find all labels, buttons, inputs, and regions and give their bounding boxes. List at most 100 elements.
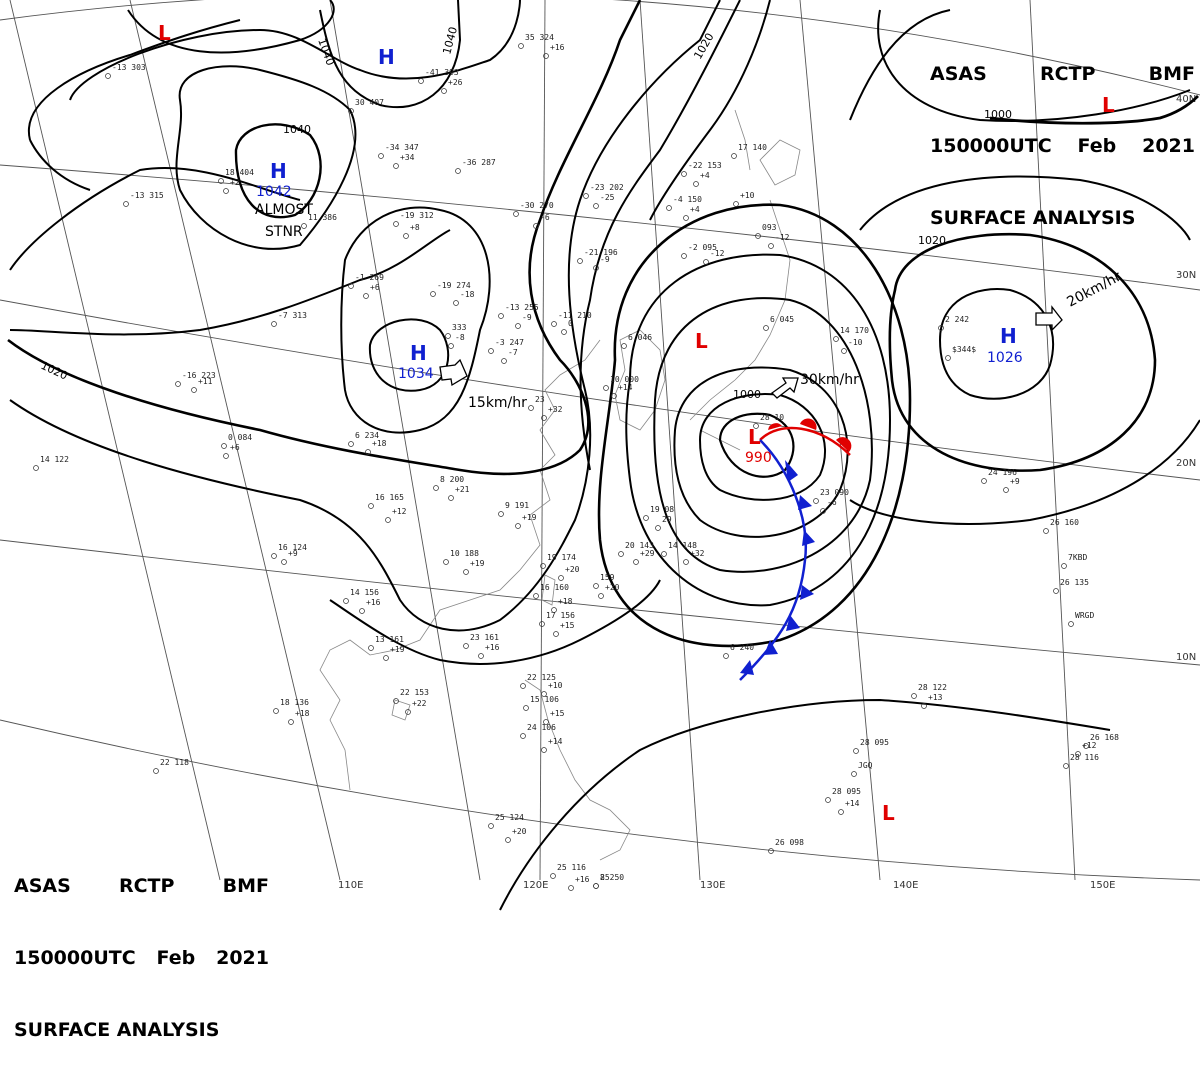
station-marker bbox=[838, 809, 844, 815]
station-value: 20 143 bbox=[625, 541, 654, 550]
station-marker bbox=[433, 485, 439, 491]
station-marker bbox=[221, 443, 227, 449]
station-value: +18 bbox=[372, 439, 387, 448]
station-marker bbox=[368, 645, 374, 651]
station-marker bbox=[443, 559, 449, 565]
station-value: -13 255 bbox=[505, 303, 539, 312]
station-marker bbox=[833, 336, 839, 342]
lon-label: 130E bbox=[700, 880, 725, 891]
cold-front-triangle bbox=[798, 495, 812, 510]
station-marker bbox=[418, 78, 424, 84]
station-value: +16 bbox=[550, 43, 565, 52]
isobar bbox=[649, 0, 771, 221]
station-value: -19 274 bbox=[437, 281, 471, 290]
station-marker bbox=[577, 258, 583, 264]
station-value: +22 bbox=[412, 699, 427, 708]
warm-front-symbols bbox=[768, 418, 852, 452]
title-word: Feb bbox=[1077, 135, 1117, 157]
station-marker bbox=[288, 719, 294, 725]
station-value: 8 200 bbox=[440, 475, 464, 484]
isobar bbox=[234, 123, 322, 219]
station-value: +16 bbox=[366, 598, 381, 607]
title-word: ASAS bbox=[14, 875, 71, 897]
station-value: +15 bbox=[550, 709, 565, 718]
station-value: -6 bbox=[540, 213, 550, 222]
title-line-2: 150000UTC Feb 2021 bbox=[14, 946, 269, 970]
station-value: -6 bbox=[827, 498, 837, 507]
station-value: 10 188 bbox=[450, 549, 479, 558]
lon-label: 110E bbox=[338, 880, 363, 891]
cold-front-triangle bbox=[802, 530, 815, 546]
station-marker bbox=[520, 733, 526, 739]
station-marker bbox=[501, 358, 507, 364]
station-marker bbox=[541, 415, 547, 421]
station-value: -25 bbox=[600, 193, 615, 202]
station-marker bbox=[621, 343, 627, 349]
isobar-label: 1040 bbox=[283, 123, 311, 136]
motion-note: ALMOST bbox=[255, 202, 313, 218]
low-center-marker: L bbox=[882, 801, 895, 825]
station-value: +11 bbox=[198, 377, 213, 386]
station-value: $344$ bbox=[952, 345, 976, 354]
station-marker bbox=[191, 387, 197, 393]
station-marker bbox=[505, 837, 511, 843]
high-pressure-value: 1042 bbox=[256, 184, 292, 200]
station-marker bbox=[551, 607, 557, 613]
station-value: -1 269 bbox=[355, 273, 384, 282]
station-value: 159 bbox=[600, 573, 615, 582]
longitude-line-110e bbox=[129, 0, 341, 881]
station-marker bbox=[393, 221, 399, 227]
station-marker bbox=[593, 203, 599, 209]
station-value: 30 407 bbox=[355, 98, 384, 107]
station-value: +14 bbox=[548, 737, 563, 746]
station-value: 15 106 bbox=[530, 695, 559, 704]
station-value: +32 bbox=[690, 549, 705, 558]
station-marker bbox=[218, 178, 224, 184]
station-value: +29 bbox=[640, 549, 655, 558]
longitude-line-125e bbox=[539, 0, 546, 881]
coastline-china bbox=[319, 339, 601, 791]
lon-label: 150E bbox=[1090, 880, 1115, 891]
station-value: 28 095 bbox=[860, 738, 889, 747]
station-marker bbox=[403, 233, 409, 239]
coastlines bbox=[319, 109, 801, 861]
station-marker bbox=[681, 253, 687, 259]
station-value: 28 10 bbox=[760, 413, 784, 422]
station-marker bbox=[463, 643, 469, 649]
station-marker bbox=[1061, 563, 1067, 569]
station-value: 10 000 bbox=[610, 375, 639, 384]
station-value: -18 bbox=[460, 290, 475, 299]
station-value: -36 287 bbox=[462, 158, 496, 167]
station-value: -13 303 bbox=[112, 63, 146, 72]
station-value: 26 135 bbox=[1060, 578, 1089, 587]
station-marker bbox=[683, 559, 689, 565]
station-marker bbox=[223, 188, 229, 194]
station-marker bbox=[593, 265, 599, 271]
title-word: RCTP bbox=[118, 875, 175, 897]
station-marker bbox=[448, 495, 454, 501]
station-value: +21 bbox=[455, 485, 470, 494]
station-marker bbox=[666, 205, 672, 211]
station-marker bbox=[445, 333, 451, 339]
isobar-label: 1000 bbox=[733, 388, 761, 401]
station-value: +9 bbox=[1010, 477, 1020, 486]
station-value: +4 bbox=[700, 171, 710, 180]
station-marker bbox=[945, 355, 951, 361]
station-marker bbox=[543, 719, 549, 725]
low-pressure-value: 990 bbox=[745, 450, 772, 466]
station-marker bbox=[820, 508, 826, 514]
station-marker bbox=[633, 559, 639, 565]
station-value: 16 124 bbox=[278, 543, 307, 552]
station-marker bbox=[561, 329, 567, 335]
station-marker bbox=[271, 553, 277, 559]
station-value: 8 250 bbox=[600, 873, 624, 882]
high-pressure-value: 1026 bbox=[987, 350, 1023, 366]
motion-speed: 30km/hr bbox=[800, 372, 859, 388]
motion-arrow bbox=[1035, 305, 1063, 332]
station-value: 25 bbox=[600, 873, 610, 882]
station-marker bbox=[825, 797, 831, 803]
station-value: 0 bbox=[568, 319, 573, 328]
station-value: +6 bbox=[370, 283, 380, 292]
station-marker bbox=[175, 381, 181, 387]
station-marker bbox=[911, 693, 917, 699]
